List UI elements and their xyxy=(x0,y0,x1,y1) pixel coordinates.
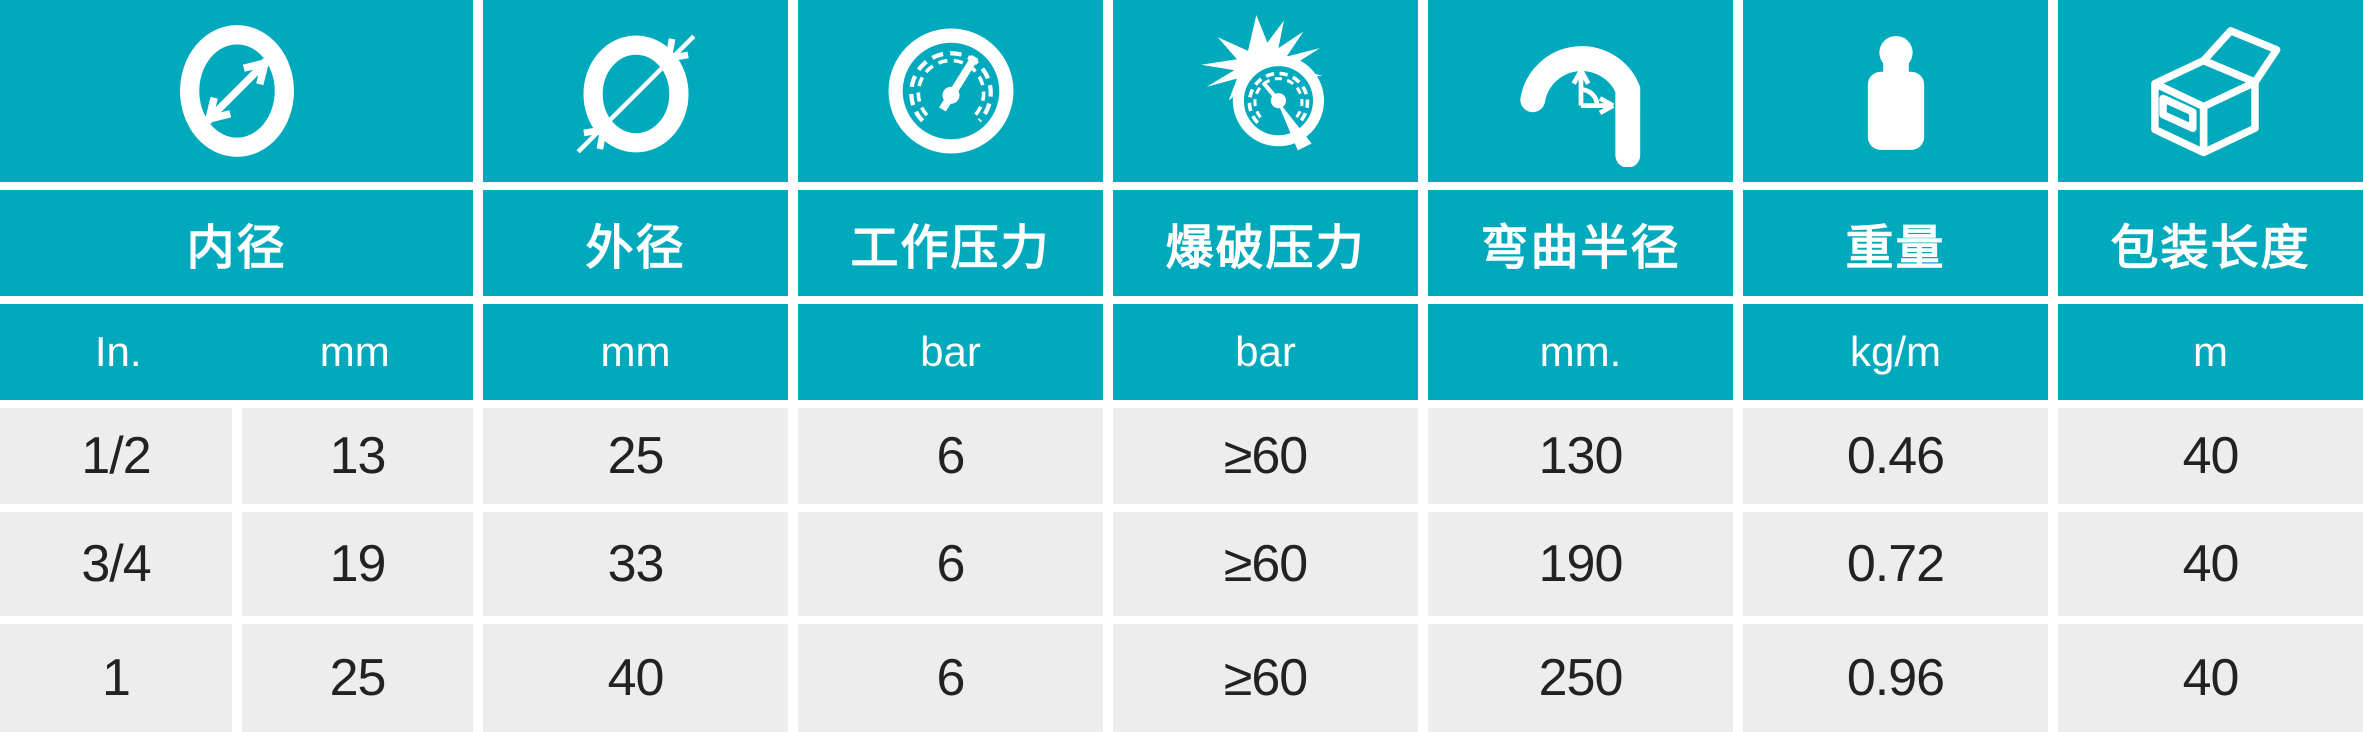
weight-icon xyxy=(1867,35,1924,150)
data-cell-r3-inner-in: 1 xyxy=(0,624,232,732)
icon-cell-burst-pressure xyxy=(1113,0,1418,182)
data-cell-r3-package: 40 xyxy=(2058,624,2363,732)
data-cell-r3-bend: 250 xyxy=(1428,624,1733,732)
icon-cell-weight xyxy=(1743,0,2048,182)
unit-label-package-m: m xyxy=(2058,304,2363,400)
data-cell-r3-working: 6 xyxy=(798,624,1103,732)
data-cell-r2-inner-mm: 19 xyxy=(242,512,473,616)
data-cell-r3-outer: 40 xyxy=(483,624,788,732)
header-outer-diameter: 外径 xyxy=(483,190,788,296)
working-pressure-icon xyxy=(888,28,1013,154)
icon-cell-working-pressure xyxy=(798,0,1103,182)
unit-cell-inner-diameter: In. mm xyxy=(0,304,473,400)
data-cell-r3-weight: 0.96 xyxy=(1743,624,2048,732)
data-cell-r2-weight: 0.72 xyxy=(1743,512,2048,616)
burst-pressure-icon xyxy=(1200,15,1324,151)
inner-diameter-icon xyxy=(179,25,294,157)
header-burst-pressure: 爆破压力 xyxy=(1113,190,1418,296)
data-cell-r1-inner-in: 1/2 xyxy=(0,408,232,504)
package-length-icon xyxy=(2151,27,2281,157)
data-cell-r2-burst: ≥60 xyxy=(1113,512,1418,616)
icon-cell-bend-radius xyxy=(1428,0,1733,182)
header-bend-radius: 弯曲半径 xyxy=(1428,190,1733,296)
unit-label-weight-kgm: kg/m xyxy=(1743,304,2048,400)
unit-label-burst-bar: bar xyxy=(1113,304,1418,400)
header-inner-diameter: 内径 xyxy=(0,190,473,296)
data-cell-r2-package: 40 xyxy=(2058,512,2363,616)
unit-label-working-bar: bar xyxy=(798,304,1103,400)
data-cell-r3-burst: ≥60 xyxy=(1113,624,1418,732)
data-cell-r1-weight: 0.46 xyxy=(1743,408,2048,504)
data-cell-r2-bend: 190 xyxy=(1428,512,1733,616)
data-cell-r2-outer: 33 xyxy=(483,512,788,616)
unit-label-inner-mm: mm xyxy=(319,328,390,375)
header-working-pressure: 工作压力 xyxy=(798,190,1103,296)
unit-label-bend-mm: mm. xyxy=(1428,304,1733,400)
outer-diameter-icon xyxy=(576,34,695,154)
unit-label-outer-mm: mm xyxy=(483,304,788,400)
unit-label-inner-in: In. xyxy=(94,328,142,375)
data-cell-r2-inner-in: 3/4 xyxy=(0,512,232,616)
data-cell-r1-outer: 25 xyxy=(483,408,788,504)
data-cell-r1-working: 6 xyxy=(798,408,1103,504)
icon-cell-inner-diameter xyxy=(0,0,473,182)
header-package-length: 包装长度 xyxy=(2058,190,2363,296)
icon-cell-outer-diameter xyxy=(483,0,788,182)
data-cell-r1-inner-mm: 13 xyxy=(242,408,473,504)
data-cell-r1-burst: ≥60 xyxy=(1113,408,1418,504)
data-cell-r1-package: 40 xyxy=(2058,408,2363,504)
data-cell-r1-bend: 130 xyxy=(1428,408,1733,504)
icon-cell-package-length xyxy=(2058,0,2363,182)
data-cell-r2-working: 6 xyxy=(798,512,1103,616)
header-weight: 重量 xyxy=(1743,190,2048,296)
bend-radius-icon xyxy=(1519,46,1640,167)
data-cell-r3-inner-mm: 25 xyxy=(242,624,473,732)
